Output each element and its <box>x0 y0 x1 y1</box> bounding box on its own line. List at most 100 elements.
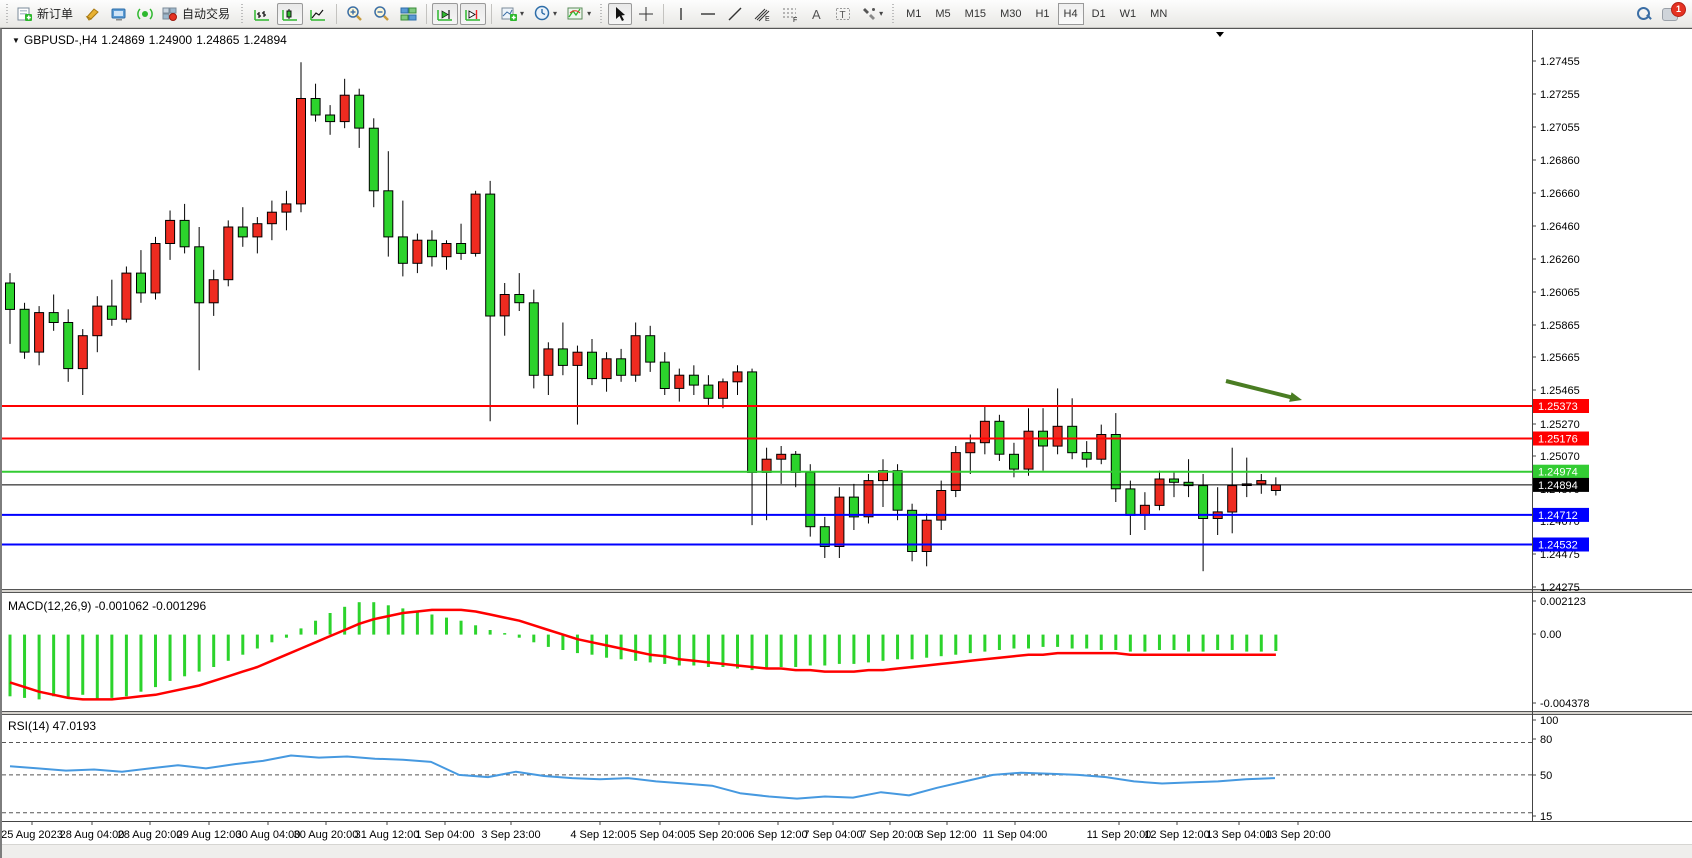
candlestick <box>485 180 496 422</box>
candlestick <box>1110 413 1121 502</box>
time-tick-label: 30 Aug 04:00 <box>236 829 301 841</box>
arrow-annotation-head <box>1289 392 1302 402</box>
toolbar-drag-handle[interactable] <box>599 3 605 24</box>
price-tick-label: 1.25270 <box>1540 419 1580 431</box>
svg-text:1.24712: 1.24712 <box>1538 510 1578 522</box>
candlestick <box>863 474 874 524</box>
rsi-tick-label: 80 <box>1540 734 1552 746</box>
autotrade-button[interactable]: 自动交易 <box>159 3 236 25</box>
candlestick-chart-button[interactable] <box>277 2 304 25</box>
arrows-button[interactable]: ▾ <box>857 3 887 25</box>
ohlc-high: 1.24900 <box>148 33 193 47</box>
timeframe-d1-button[interactable]: D1 <box>1091 7 1106 20</box>
fibonacci-button[interactable]: F <box>777 3 803 25</box>
svg-text:F: F <box>793 17 797 22</box>
candlestick <box>674 368 685 402</box>
ohlc-close: 1.24894 <box>243 33 287 47</box>
timeframe-w1-button[interactable]: W1 <box>1119 7 1137 20</box>
candlestick <box>441 240 452 270</box>
price-chart-canvas[interactable]: 1.27455 1.27255 1.27055 1.26860 1.26660 1.264… <box>2 29 1692 858</box>
bar-chart-button[interactable] <box>249 3 275 25</box>
chart-shift-button[interactable] <box>460 2 487 25</box>
arrow-annotation[interactable] <box>1225 379 1295 401</box>
terminal-button[interactable] <box>107 3 131 25</box>
chevron-down-icon: ▾ <box>520 9 525 18</box>
time-tick-label: 7 Sep 20:00 <box>860 829 919 841</box>
price-badge: 1.24894 <box>1533 477 1589 492</box>
tile-windows-button[interactable] <box>396 3 421 25</box>
text-label-button[interactable]: T <box>831 3 855 25</box>
cursor-button[interactable] <box>608 2 633 25</box>
equidistant-channel-button[interactable]: E <box>749 3 775 25</box>
time-tick-label: 25 Aug 2023 <box>2 829 63 841</box>
periods-button[interactable]: ▾ <box>530 3 561 25</box>
timeframe-h4-button[interactable]: H4 <box>1057 2 1084 25</box>
candlestick <box>63 309 74 382</box>
time-tick-label: 28 Aug 20:00 <box>118 829 183 841</box>
candlestick <box>1241 457 1252 498</box>
notifications-button[interactable]: 1 <box>1662 1 1686 23</box>
price-axis[interactable]: 1.27455 1.27255 1.27055 1.26860 1.26660 1.264… <box>1532 56 1590 823</box>
text-button[interactable]: A <box>805 3 829 25</box>
tool-button[interactable] <box>81 3 105 25</box>
price-tick-label: 1.25665 <box>1540 352 1580 364</box>
candlestick <box>1154 470 1165 511</box>
candlestick <box>1227 447 1238 534</box>
price-tick-label: 1.26460 <box>1540 221 1580 233</box>
candlestick <box>412 233 423 274</box>
candlestick <box>383 151 394 257</box>
zoom-out-button[interactable] <box>369 3 394 25</box>
horizontal-line-button[interactable] <box>695 3 721 25</box>
candlestick <box>688 365 699 395</box>
vertical-line-button[interactable] <box>669 3 693 25</box>
crosshair-button[interactable] <box>634 3 658 25</box>
candlestick <box>601 352 612 392</box>
candlestick <box>659 352 670 395</box>
search-icon[interactable] <box>1636 6 1652 22</box>
candlesticks <box>5 62 1281 572</box>
new-order-button[interactable]: 新订单 <box>14 3 79 25</box>
panel-separator[interactable] <box>2 589 1692 593</box>
candlestick <box>106 279 117 326</box>
price-tick-label: 1.24275 <box>1540 582 1580 594</box>
indicators-button[interactable]: ▾ <box>497 3 528 25</box>
candlestick <box>776 446 787 484</box>
candlestick <box>819 516 830 558</box>
candlestick <box>77 329 88 395</box>
candlestick <box>34 306 45 366</box>
timeframe-mn-button[interactable]: MN <box>1150 7 1168 20</box>
indicators-icon <box>501 6 518 22</box>
rsi-tick-label: 100 <box>1540 715 1558 727</box>
macd-histogram <box>8 602 1278 700</box>
templates-button[interactable]: ▾ <box>563 3 595 25</box>
timeframe-m5-button[interactable]: M5 <box>935 7 951 20</box>
toolbar-drag-handle[interactable] <box>240 3 246 24</box>
auto-scroll-button[interactable] <box>432 2 459 25</box>
price-tick-label: 1.26260 <box>1540 254 1580 266</box>
panel-separator[interactable] <box>2 711 1692 715</box>
timeframe-m30-button[interactable]: M30 <box>1000 7 1022 20</box>
candlestick <box>1023 408 1034 476</box>
new-order-icon <box>17 6 33 22</box>
chart-window: ▼ GBPUSD-,H4 1.24869 1.24900 1.24865 1.2… <box>0 28 1692 858</box>
timeframe-m1-button[interactable]: M1 <box>906 7 922 20</box>
time-tick-label: 28 Aug 04:00 <box>60 829 125 841</box>
timeframe-m15-button[interactable]: M15 <box>964 7 987 20</box>
price-tick-label: 1.27455 <box>1540 56 1580 68</box>
timeframe-h1-button[interactable]: H1 <box>1035 7 1050 20</box>
price-badge: 1.25176 <box>1533 431 1589 446</box>
chevron-down-icon[interactable]: ▼ <box>12 35 20 45</box>
autotrade-label: 自动交易 <box>182 7 231 21</box>
trendline-icon <box>727 6 743 22</box>
candlestick <box>572 345 583 425</box>
ohlc-open: 1.24869 <box>101 33 145 47</box>
signal-button[interactable] <box>133 3 157 25</box>
line-chart-button[interactable] <box>305 3 331 25</box>
trendline-button[interactable] <box>723 3 747 25</box>
toolbar-drag-handle[interactable] <box>5 3 10 24</box>
time-tick-label: 1 Sep 04:00 <box>415 829 474 841</box>
toolbar-drag-handle[interactable] <box>891 3 897 24</box>
chevron-down-icon: ▾ <box>879 9 884 18</box>
zoom-in-button[interactable] <box>342 3 367 25</box>
